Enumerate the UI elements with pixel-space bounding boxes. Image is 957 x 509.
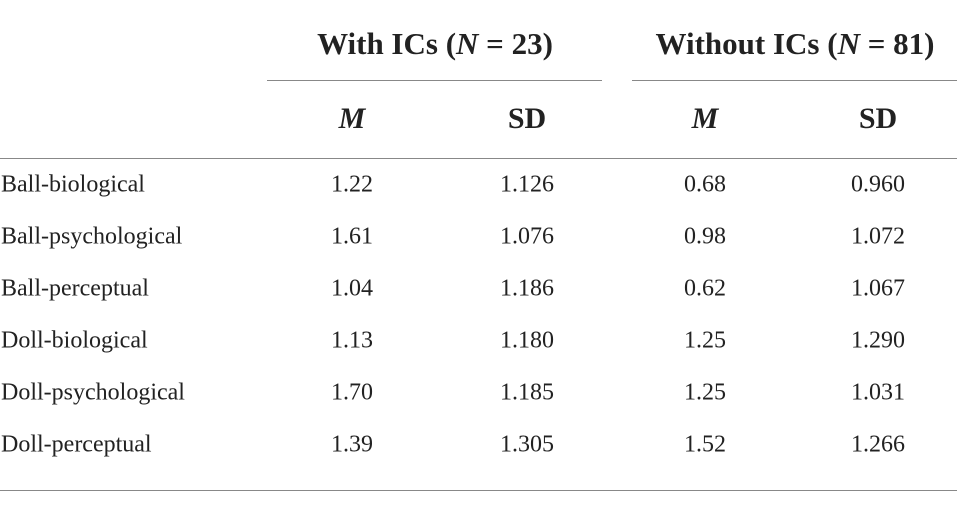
- header-rule: [0, 158, 957, 159]
- group-symbol: N: [837, 26, 860, 61]
- cell-value: 0.62: [684, 275, 726, 302]
- cell-value: 1.266: [851, 431, 905, 458]
- cell-value: 1.126: [500, 171, 554, 198]
- cell-value: 1.186: [500, 275, 554, 302]
- cell-value: 1.072: [851, 223, 905, 250]
- cell-value: 1.031: [851, 379, 905, 406]
- cell-value: 1.305: [500, 431, 554, 458]
- column-header: SD: [858, 102, 898, 135]
- group-symbol: N: [456, 26, 479, 61]
- cell-value: 1.180: [500, 327, 554, 354]
- group-rule: [267, 80, 602, 81]
- cell-value: 1.067: [851, 275, 905, 302]
- row-label: Ball-psychological: [1, 223, 183, 250]
- cell-value: 1.076: [500, 223, 554, 250]
- cell-value: 0.68: [684, 171, 726, 198]
- cell-value: 1.25: [684, 327, 726, 354]
- cell-value: 1.13: [331, 327, 373, 354]
- cell-value: 0.98: [684, 223, 726, 250]
- group-rule: [632, 80, 957, 81]
- row-label: Doll-biological: [1, 327, 148, 354]
- row-label: Doll-perceptual: [1, 431, 152, 458]
- cell-value: 1.25: [684, 379, 726, 406]
- cell-value: 1.39: [331, 431, 373, 458]
- group-label: With ICs (: [317, 26, 457, 61]
- group-label: Without ICs (: [655, 26, 838, 61]
- row-label: Ball-biological: [1, 171, 145, 198]
- column-header: M: [691, 102, 719, 135]
- cell-value: 1.70: [331, 379, 373, 406]
- cell-value: 1.22: [331, 171, 373, 198]
- row-label: Doll-psychological: [1, 379, 185, 406]
- cell-value: 1.04: [331, 275, 373, 302]
- group-header: Without ICs (N = 81): [656, 26, 935, 62]
- group-count: = 23): [478, 26, 553, 61]
- bottom-rule: [0, 490, 957, 491]
- row-label: Ball-perceptual: [1, 275, 149, 302]
- cell-value: 1.52: [684, 431, 726, 458]
- cell-value: 1.61: [331, 223, 373, 250]
- group-header: With ICs (N = 23): [317, 26, 553, 62]
- cell-value: 1.185: [500, 379, 554, 406]
- column-header: M: [338, 102, 366, 135]
- column-header: SD: [507, 102, 547, 135]
- cell-value: 0.960: [851, 171, 905, 198]
- group-count: = 81): [859, 26, 935, 61]
- cell-value: 1.290: [851, 327, 905, 354]
